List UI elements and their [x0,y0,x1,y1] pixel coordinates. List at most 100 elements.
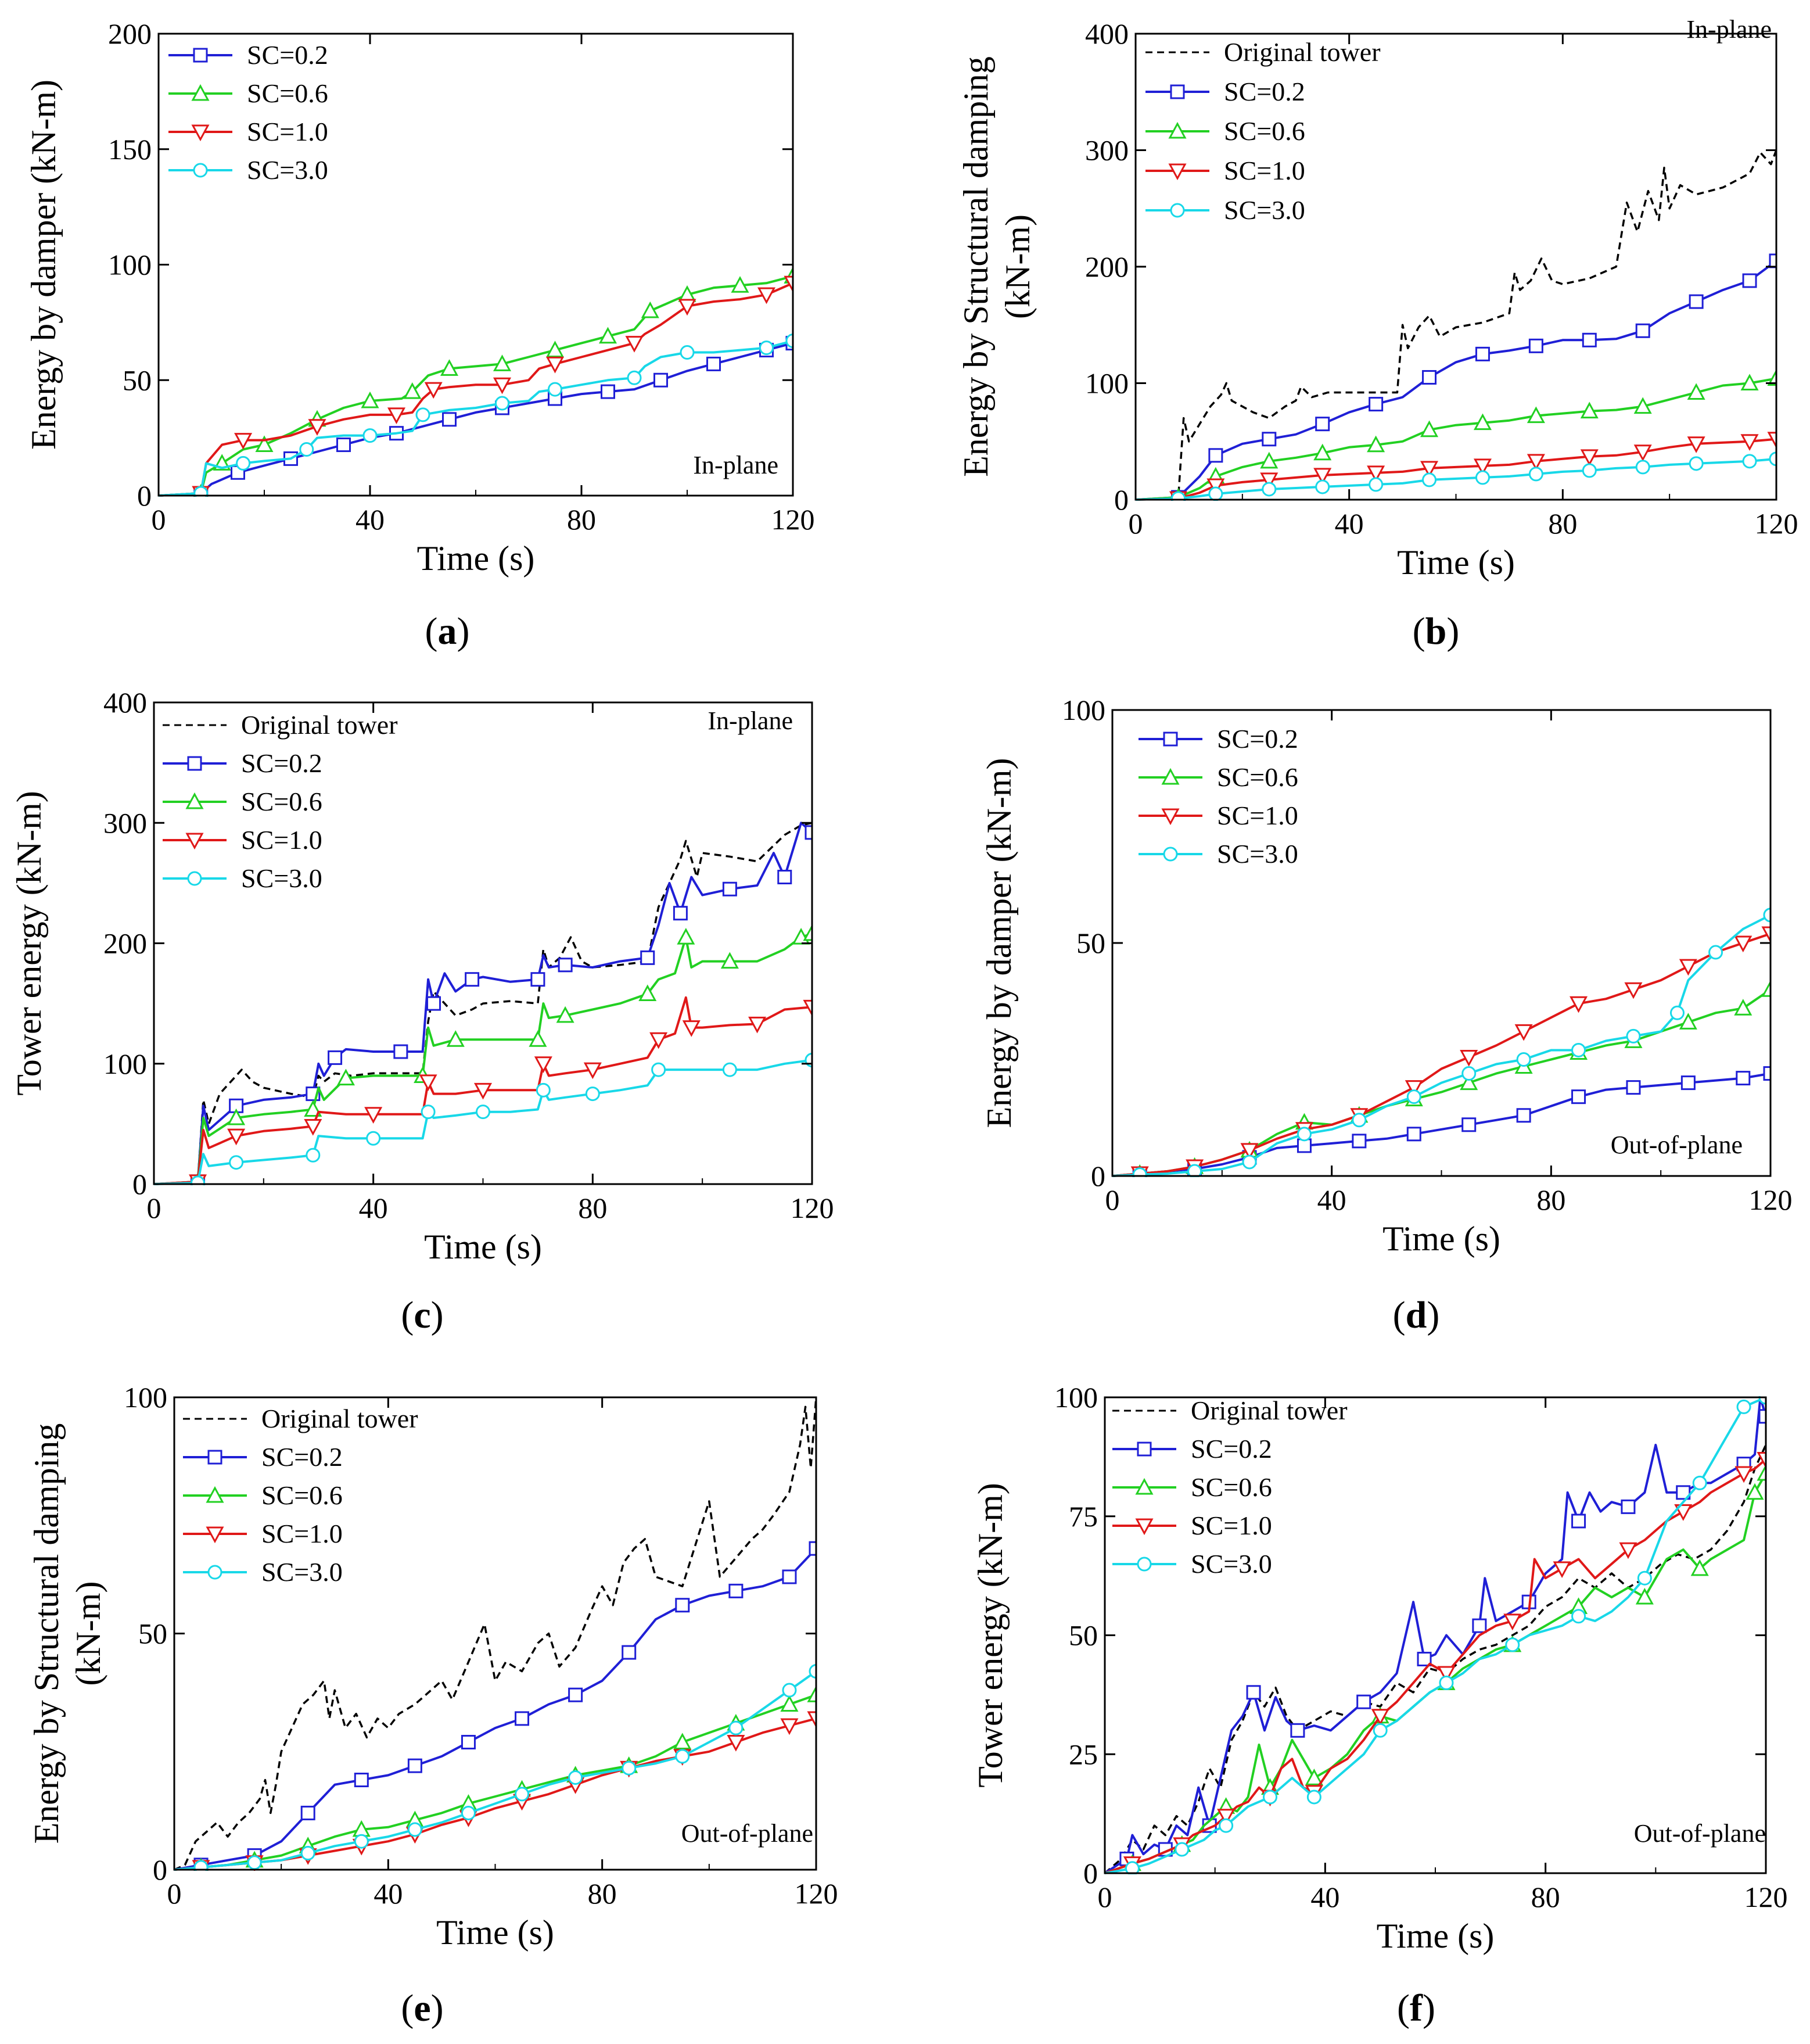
data-point-sc02 [1422,370,1437,385]
data-point-sc10 [1405,1080,1423,1097]
data-point-sc02 [442,412,457,427]
x-tick-label: 0 [152,503,166,536]
data-point-sc02 [706,356,721,371]
data-point-sc10 [1371,1709,1389,1726]
data-point-sc06 [1740,374,1759,390]
data-point-sc30 [1219,1818,1234,1833]
data-point-sc30 [300,1846,315,1861]
data-point-sc30 [421,1105,436,1120]
legend-marker-sc06 [191,84,210,101]
legend-marker-sc02 [1170,84,1185,99]
x-axis-title: Time (s) [424,1228,542,1266]
data-point-sc10 [1514,1024,1533,1041]
x-tick-label: 80 [1536,1184,1565,1216]
data-point-sc10 [803,999,812,1017]
data-point-sc30 [759,340,774,356]
data-point-sc30 [1528,467,1543,482]
legend-label: SC=3.0 [1224,195,1305,225]
legend-marker-sc10 [206,1526,224,1544]
data-point-sc02 [1315,417,1330,432]
data-point-sc30 [236,456,251,471]
data-point-sc02 [354,1773,369,1788]
series-line-sc02 [1105,1396,1766,1874]
series-line-sc02 [174,1547,816,1871]
data-point-sc10 [1767,432,1776,449]
data-point-sc02 [809,1541,816,1556]
data-point-sc02 [673,906,688,921]
legend-label: SC=1.0 [247,117,328,146]
x-tick-label: 80 [588,1877,617,1910]
data-point-sc10 [1503,1613,1522,1631]
data-point-sc30 [1208,486,1223,501]
x-tick-label: 120 [771,503,815,536]
data-point-sc02 [782,1569,797,1584]
y-tick-label: 300 [1085,134,1129,167]
data-point-sc30 [1669,1005,1685,1020]
data-point-sc30 [1769,451,1776,467]
data-point-sc30 [568,1770,583,1785]
y-axis-title: Energy by damper (kN-m) [980,758,1018,1128]
plane-note: Out-of-plane [681,1819,813,1848]
y-tick-label: 300 [103,806,147,839]
legend-label: SC=3.0 [261,1557,343,1587]
x-tick-label: 0 [1105,1184,1120,1216]
data-point-sc10 [1437,1666,1456,1683]
data-point-sc06 [227,1108,246,1125]
data-point-sc06 [1580,401,1599,419]
data-point-sc30 [191,1175,206,1185]
y-tick-label: 0 [1114,483,1129,516]
legend-marker-sc30 [207,1565,222,1580]
y-tick-label: 25 [1069,1738,1098,1770]
legend-label: SC=1.0 [1224,156,1305,185]
data-point-sc02 [805,825,812,840]
legend-marker-sc30 [1137,1557,1152,1572]
data-point-sc02 [1290,1723,1305,1738]
y-axis-title: Energy by Structural damping [957,56,995,477]
x-tick-label: 0 [147,1192,161,1224]
series-line-sc06 [154,932,812,1185]
data-point-sc02 [1472,1618,1487,1633]
y-axis-title-unit: (kN-m) [999,214,1037,319]
data-point-sc06 [304,1100,322,1117]
data-point-sc30 [1297,1127,1312,1142]
x-tick-label: 120 [1749,1184,1793,1216]
y-tick-label: 50 [1069,1619,1098,1652]
data-point-sc06 [673,1733,692,1749]
legend-marker-sc02 [1163,731,1178,747]
data-point-sc10 [545,356,565,374]
data-point-sc02 [393,1044,408,1059]
data-point-sc06 [720,952,739,969]
legend: Original tower SC=0.2 SC=0.6 SC=1.0 SC=3.0 [1112,1396,1348,1579]
y-tick-label: 0 [1083,1857,1098,1889]
legend-marker-sc06 [185,792,204,809]
data-point-sc06 [361,391,379,408]
data-point-sc10 [1570,996,1588,1013]
data-point-sc06 [336,1068,355,1086]
y-tick-label: 200 [108,17,152,50]
x-tick-label: 40 [355,503,385,536]
series-d-sc30 [1112,908,1771,1177]
data-point-sc06 [440,359,459,376]
legend-marker-sc10 [185,833,204,850]
data-point-sc30 [585,1086,600,1102]
data-point-sc02 [1369,397,1384,412]
data-point-sc30 [366,1131,381,1146]
data-point-sc30 [1571,1042,1586,1057]
data-point-sc02 [568,1687,583,1702]
data-point-sc30 [1422,472,1437,487]
data-point-sc02 [1582,332,1597,347]
data-point-sc30 [1626,1028,1641,1043]
data-point-sc06 [1767,369,1776,386]
legend-label: SC=0.6 [1224,116,1305,146]
data-point-sc10 [682,1020,701,1037]
legend-label: SC=0.2 [1191,1434,1272,1464]
legend: Original tower SC=0.2 SC=0.6 SC=1.0 SC=3.0 [163,710,398,893]
data-point-sc02 [1626,1080,1641,1095]
data-point-sc02 [1571,1089,1586,1105]
data-point-sc10 [1420,461,1439,478]
data-point-sc02 [622,1645,637,1660]
x-axis-title: Time (s) [436,1913,554,1952]
plane-note: Out-of-plane [1634,1819,1766,1848]
data-point-sc30 [1242,1154,1257,1170]
data-point-sc06 [1313,443,1332,461]
